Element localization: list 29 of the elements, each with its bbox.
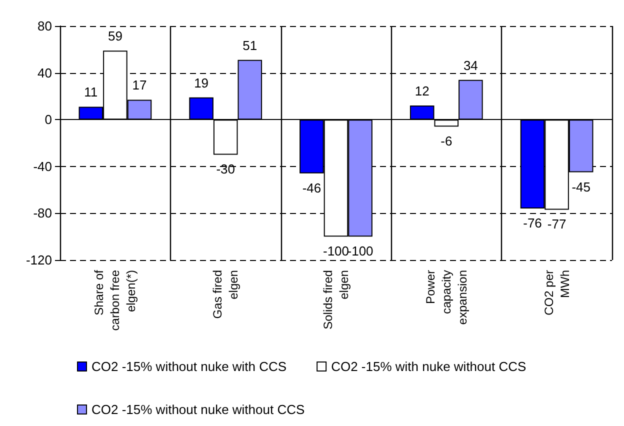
y-tick-label: -40 — [33, 158, 52, 174]
data-label: 17 — [132, 78, 147, 93]
data-label: -30 — [216, 162, 235, 177]
data-label: 34 — [463, 58, 478, 73]
data-label: 19 — [194, 75, 209, 90]
data-label: -6 — [440, 134, 452, 149]
y-tick-label: -120 — [26, 252, 52, 268]
y-tick-label: 80 — [38, 18, 52, 34]
x-tick-label: Power capacity expansion — [423, 270, 470, 325]
x-tick-label: CO2 per MWh — [542, 270, 572, 316]
data-label: 11 — [84, 84, 98, 100]
data-label: -76 — [523, 216, 542, 231]
x-tick-label: Gas fired elgen — [210, 270, 241, 319]
legend-label: CO2 -15% with nuke without CCS — [331, 359, 526, 374]
data-label: 59 — [108, 28, 122, 44]
y-tick-label: -80 — [33, 206, 52, 221]
legend-label: CO2 -15% without nuke without CCS — [92, 402, 305, 417]
x-tick-label: Share of carbon free elgen(*) — [92, 269, 138, 331]
data-label: 12 — [414, 84, 430, 99]
data-label: -77 — [547, 216, 566, 232]
data-label: 51 — [242, 38, 258, 53]
data-label: -46 — [302, 180, 322, 196]
data-label: -100 — [322, 244, 350, 259]
y-tick-label: 40 — [38, 65, 52, 80]
data-label: -100 — [347, 244, 374, 259]
y-tick-label: 0 — [44, 112, 52, 128]
x-tick-label: Solids fired elgen — [321, 270, 351, 330]
data-label: -45 — [572, 179, 590, 194]
legend-label: CO2 -15% without nuke with CCS — [92, 359, 287, 374]
